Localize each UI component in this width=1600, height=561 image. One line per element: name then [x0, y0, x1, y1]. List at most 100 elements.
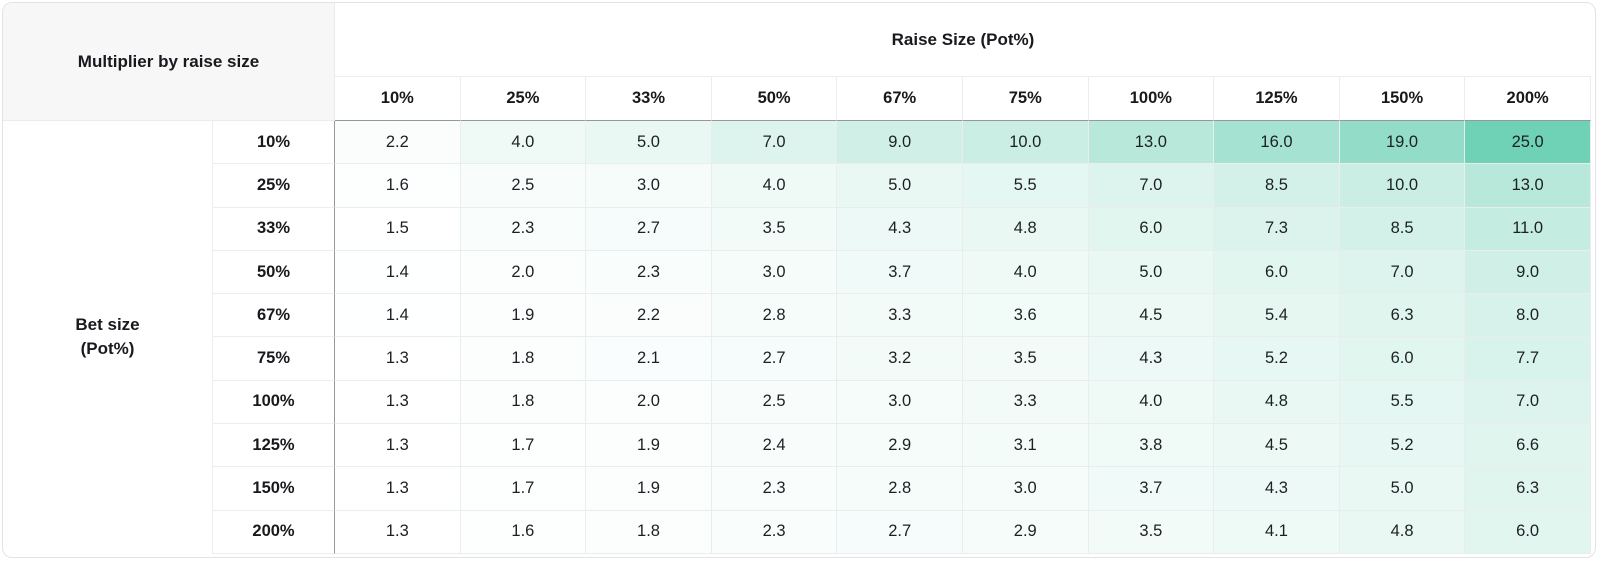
matrix-cell: 1.3	[335, 337, 461, 381]
matrix-cell: 4.3	[1214, 467, 1340, 511]
matrix-cell: 4.0	[962, 250, 1089, 295]
matrix-cell: 1.9	[586, 467, 712, 511]
matrix-cell: 3.0	[837, 380, 963, 425]
column-header-75%: 75%	[962, 77, 1089, 121]
matrix-cell: 5.5	[962, 164, 1089, 208]
matrix-grid: Multiplier by raise size Raise Size (Pot…	[3, 3, 1595, 557]
matrix-cell: 1.3	[335, 424, 461, 468]
matrix-cell: 1.3	[335, 467, 461, 511]
matrix-cell: 3.2	[837, 337, 963, 381]
matrix-cell: 16.0	[1214, 121, 1340, 165]
matrix-cell: 2.3	[586, 250, 712, 295]
column-header-10%: 10%	[335, 77, 461, 121]
row-header-10%: 10%	[213, 121, 335, 165]
row-group-title-line1: Bet size	[75, 314, 140, 334]
matrix-cell: 2.3	[460, 207, 587, 251]
matrix-cell: 5.2	[1339, 424, 1466, 468]
column-header-125%: 125%	[1214, 77, 1340, 121]
matrix-cell: 25.0	[1465, 121, 1591, 165]
matrix-cell: 3.3	[962, 380, 1089, 425]
row-group-title: Bet size (Pot%)	[3, 121, 213, 554]
column-header-200%: 200%	[1465, 77, 1591, 121]
matrix-cell: 3.0	[711, 250, 838, 295]
matrix-cell: 3.8	[1088, 424, 1215, 468]
matrix-cell: 4.8	[1339, 510, 1466, 554]
column-header-33%: 33%	[586, 77, 712, 121]
matrix-cell: 19.0	[1339, 121, 1466, 165]
matrix-cell: 4.0	[460, 121, 587, 165]
matrix-cell: 2.1	[586, 337, 712, 381]
matrix-cell: 1.9	[586, 424, 712, 468]
matrix-cell: 8.5	[1339, 207, 1466, 251]
matrix-cell: 4.3	[837, 207, 963, 251]
matrix-cell: 10.0	[962, 121, 1089, 165]
matrix-cell: 6.6	[1465, 424, 1591, 468]
matrix-cell: 1.7	[460, 424, 587, 468]
column-header-25%: 25%	[460, 77, 587, 121]
matrix-cell: 1.8	[586, 510, 712, 554]
matrix-cell: 7.7	[1465, 337, 1591, 381]
matrix-cell: 1.6	[460, 510, 587, 554]
matrix-cell: 5.0	[586, 121, 712, 165]
row-header-100%: 100%	[213, 380, 335, 425]
matrix-cell: 2.2	[335, 121, 461, 165]
row-header-75%: 75%	[213, 337, 335, 381]
matrix-cell: 2.9	[837, 424, 963, 468]
matrix-cell: 2.3	[711, 510, 838, 554]
matrix-cell: 3.7	[837, 250, 963, 295]
row-header-200%: 200%	[213, 510, 335, 554]
matrix-cell: 4.5	[1214, 424, 1340, 468]
corner-title-text: Multiplier by raise size	[77, 51, 260, 71]
matrix-cell: 2.3	[711, 467, 838, 511]
matrix-cell: 5.4	[1214, 294, 1340, 338]
matrix-cell: 9.0	[837, 121, 963, 165]
matrix-cell: 1.5	[335, 207, 461, 251]
matrix-cell: 4.5	[1088, 294, 1215, 338]
row-header-33%: 33%	[213, 207, 335, 251]
matrix-cell: 10.0	[1339, 164, 1466, 208]
matrix-cell: 2.7	[711, 337, 838, 381]
matrix-cell: 5.5	[1339, 380, 1466, 425]
matrix-cell: 1.8	[460, 380, 587, 425]
matrix-cell: 5.0	[837, 164, 963, 208]
matrix-cell: 5.0	[1339, 467, 1466, 511]
matrix-cell: 2.5	[460, 164, 587, 208]
matrix-cell: 3.7	[1088, 467, 1215, 511]
matrix-cell: 7.0	[1339, 250, 1466, 295]
matrix-cell: 1.4	[335, 294, 461, 338]
matrix-cell: 2.8	[711, 294, 838, 338]
corner-title: Multiplier by raise size	[3, 3, 335, 121]
matrix-cell: 7.0	[1088, 164, 1215, 208]
matrix-cell: 3.5	[711, 207, 838, 251]
row-header-67%: 67%	[213, 294, 335, 338]
matrix-cell: 2.0	[586, 380, 712, 425]
column-group-title: Raise Size (Pot%)	[335, 3, 1591, 77]
matrix-cell: 3.0	[962, 467, 1089, 511]
matrix-cell: 6.0	[1465, 510, 1591, 554]
row-header-25%: 25%	[213, 164, 335, 208]
matrix-cell: 6.0	[1214, 250, 1340, 295]
matrix-cell: 3.3	[837, 294, 963, 338]
matrix-cell: 3.5	[1088, 510, 1215, 554]
row-group-title-text: Bet size (Pot%)	[75, 313, 139, 362]
matrix-cell: 3.6	[962, 294, 1089, 338]
matrix-cell: 3.1	[962, 424, 1089, 468]
matrix-cell: 5.0	[1088, 250, 1215, 295]
matrix-cell: 4.3	[1088, 337, 1215, 381]
row-group-title-line2: (Pot%)	[80, 339, 135, 359]
matrix-cell: 2.9	[962, 510, 1089, 554]
matrix-cell: 3.0	[586, 164, 712, 208]
matrix-cell: 1.3	[335, 380, 461, 425]
matrix-cell: 4.0	[711, 164, 838, 208]
matrix-cell: 2.4	[711, 424, 838, 468]
matrix-cell: 13.0	[1465, 164, 1591, 208]
matrix-cell: 1.9	[460, 294, 587, 338]
column-header-50%: 50%	[711, 77, 838, 121]
matrix-cell: 1.4	[335, 250, 461, 295]
matrix-cell: 7.3	[1214, 207, 1340, 251]
matrix-cell: 5.2	[1214, 337, 1340, 381]
matrix-cell: 2.0	[460, 250, 587, 295]
matrix-cell: 4.8	[1214, 380, 1340, 425]
matrix-cell: 4.0	[1088, 380, 1215, 425]
column-group-title-text: Raise Size (Pot%)	[891, 29, 1035, 49]
